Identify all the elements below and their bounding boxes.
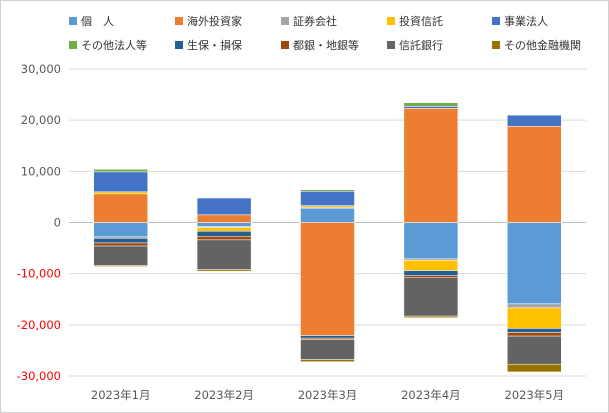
- y-tick-label: -10,000: [17, 267, 61, 281]
- legend-label: 証券会社: [293, 14, 337, 28]
- bar-segment-信託銀行: [300, 339, 355, 360]
- legend-swatch: [69, 41, 77, 49]
- bar-segment-その他法人等: [196, 197, 252, 199]
- y-tick-label: 30,000: [21, 62, 61, 76]
- bar-segment-信託銀行: [403, 277, 459, 317]
- bar-segment-その他金融機関: [507, 363, 562, 373]
- bar-segment-都銀地銀等: [93, 242, 148, 247]
- legend-label: その他法人等: [81, 38, 147, 52]
- legend-item: 海外投資家: [175, 14, 242, 28]
- bar-stack: [196, 197, 252, 272]
- bar-segment-海外投資家: [403, 108, 459, 223]
- y-tick-label: 0: [54, 216, 61, 230]
- bars: [93, 102, 562, 373]
- bar-segment-生保損保: [403, 270, 459, 276]
- bar-segment-個人: [300, 207, 355, 223]
- legend-item: 個 人: [69, 15, 114, 28]
- bar-segment-信託銀行: [93, 245, 148, 266]
- bar-stack: [93, 169, 148, 267]
- bar-segment-事業法人: [507, 114, 562, 127]
- legend-swatch: [387, 17, 395, 25]
- bar-segment-生保損保: [196, 230, 252, 237]
- x-tick-label: 2023年3月: [298, 388, 358, 402]
- bar-segment-生保損保: [93, 238, 148, 244]
- bar-stack: [300, 189, 355, 362]
- legend-label: 個 人: [81, 15, 114, 28]
- bar-segment-海外投資家: [196, 214, 252, 223]
- legend-swatch: [175, 41, 183, 49]
- legend-item: その他金融機関: [492, 38, 581, 52]
- legend-label: 事業法人: [504, 14, 548, 28]
- bar-segment-海外投資家: [300, 222, 355, 336]
- bar-segment-投資信託: [403, 260, 459, 271]
- legend-item: 事業法人: [492, 14, 548, 28]
- x-tick-label: 2023年5月: [505, 388, 565, 402]
- legend-label: 海外投資家: [187, 14, 242, 28]
- legend-swatch: [175, 17, 183, 25]
- bar-stack: [507, 114, 562, 373]
- bar-segment-個人: [403, 222, 459, 260]
- y-tick-label: 10,000: [21, 164, 61, 178]
- bar-segment-生保損保: [507, 328, 562, 333]
- legend-swatch: [492, 41, 500, 49]
- x-tick-label: 2023年2月: [194, 388, 254, 402]
- bar-segment-事業法人: [93, 171, 148, 193]
- x-tick-label: 2023年4月: [401, 388, 461, 402]
- bar-segment-都銀地銀等: [403, 275, 459, 279]
- legend-swatch: [281, 17, 289, 25]
- bar-segment-その他法人等: [93, 169, 148, 173]
- bar-segment-その他金融機関: [300, 359, 355, 362]
- bar-segment-事業法人: [403, 106, 459, 109]
- bar-segment-証券会社: [507, 303, 562, 309]
- bar-segment-都銀地銀等: [196, 236, 252, 241]
- x-tick-label: 2023年1月: [91, 388, 151, 402]
- bar-segment-個人: [507, 222, 562, 305]
- bar-segment-個人: [196, 222, 252, 227]
- bar-segment-投資信託: [507, 307, 562, 329]
- legend-label: 生保・損保: [187, 38, 242, 52]
- legend-swatch: [492, 17, 500, 25]
- legend-item: 投資信託: [387, 14, 443, 28]
- bar-segment-その他法人等: [403, 102, 459, 107]
- bar-segment-事業法人: [196, 197, 252, 216]
- bar-segment-投資信託: [196, 227, 252, 232]
- legend-swatch: [281, 41, 289, 49]
- bar-segment-投資信託: [93, 191, 148, 195]
- legend-item: 証券会社: [281, 14, 337, 28]
- y-axis: 30,000 20,000 10,000 0 -10,000 -20,000 -30,000: [17, 62, 61, 383]
- legend-item: 生保・損保: [175, 38, 242, 52]
- bar-segment-その他金融機関: [93, 265, 148, 267]
- legend-swatch: [69, 17, 77, 25]
- bar-segment-信託銀行: [196, 239, 252, 270]
- bar-segment-その他法人等: [300, 189, 355, 192]
- bar-segment-海外投資家: [507, 126, 562, 223]
- bar-segment-事業法人: [300, 191, 355, 206]
- bar-segment-海外投資家: [93, 193, 148, 223]
- legend-label: その他金融機関: [504, 38, 581, 52]
- y-tick-label: -20,000: [17, 318, 61, 332]
- y-tick-label: 20,000: [21, 113, 61, 127]
- legend-label: 都銀・地銀等: [293, 38, 359, 52]
- bar-segment-個人: [93, 222, 148, 238]
- bar-segment-その他法人等: [507, 114, 562, 116]
- bar-segment-都銀地銀等: [507, 332, 562, 337]
- legend-label: 信託銀行: [399, 38, 443, 52]
- legend-item: 都銀・地銀等: [281, 38, 359, 52]
- bar-segment-その他金融機関: [403, 315, 459, 318]
- bar-segment-その他金融機関: [196, 269, 252, 272]
- legend-swatch: [387, 41, 395, 49]
- legend-label: 投資信託: [399, 14, 443, 28]
- y-tick-label: -30,000: [17, 369, 61, 383]
- bar-segment-信託銀行: [507, 335, 562, 365]
- bar-segment-生保損保: [300, 335, 355, 339]
- legend-item: 信託銀行: [387, 38, 443, 52]
- bar-stack: [403, 102, 459, 318]
- legend-item: その他法人等: [69, 38, 147, 52]
- x-axis: 2023年1月 2023年2月 2023年3月 2023年4月 2023年5月: [91, 388, 564, 402]
